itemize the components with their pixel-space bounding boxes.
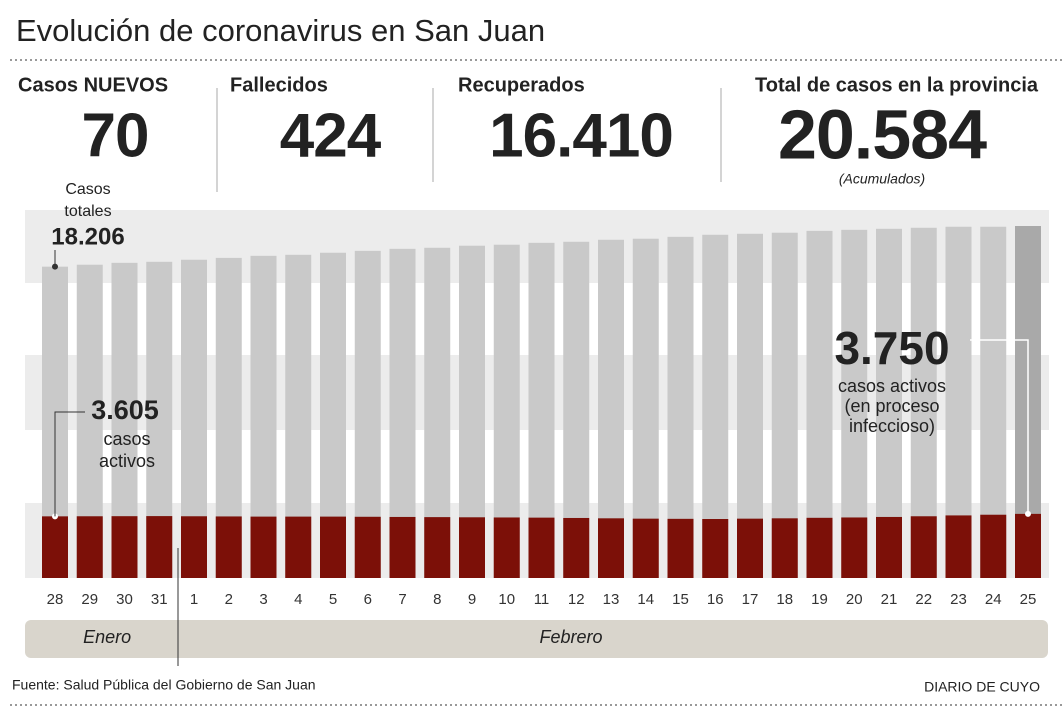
x-tick-label: 5 (329, 591, 337, 608)
month-label: Enero (83, 627, 131, 647)
x-tick-label: 17 (742, 591, 759, 608)
bar (181, 516, 207, 578)
x-tick-label: 19 (811, 591, 828, 608)
bar (146, 516, 173, 578)
x-tick-label: 29 (81, 591, 98, 608)
annotation: casos activos (838, 376, 946, 396)
annotation: casos (103, 429, 150, 449)
x-tick-label: 2 (225, 591, 233, 608)
x-tick-label: 14 (637, 591, 654, 608)
stat-label: Fallecidos (230, 74, 328, 96)
annotation: infeccioso) (849, 416, 935, 436)
x-tick-label: 10 (498, 591, 515, 608)
stat-label: Total de casos en la provincia (755, 74, 1039, 96)
x-tick-label: 7 (398, 591, 406, 608)
stat-value: 16.410 (489, 101, 673, 170)
data-label: 3.605 (91, 395, 159, 425)
bar (528, 517, 555, 578)
x-tick-label: 3 (259, 591, 267, 608)
bar (285, 516, 312, 578)
x-tick-label: 13 (603, 591, 620, 608)
leader (970, 339, 1029, 514)
x-tick-label: 20 (846, 591, 863, 608)
annotation: activos (99, 451, 155, 471)
bar (806, 517, 833, 578)
x-tick-label: 15 (672, 591, 689, 608)
bar (910, 516, 937, 578)
x-tick-label: 4 (294, 591, 302, 608)
bar (250, 516, 277, 578)
x-tick-label: 30 (116, 591, 133, 608)
x-tick-label: 22 (915, 591, 932, 608)
bar (771, 518, 798, 578)
bar (354, 516, 381, 578)
x-tick-label: 21 (881, 591, 898, 608)
data-label: 18.206 (51, 223, 124, 250)
month-band (25, 620, 1048, 658)
x-tick-label: 8 (433, 591, 441, 608)
x-tick-label: 18 (776, 591, 793, 608)
title: Evolución de coronavirus en San Juan (16, 13, 545, 48)
bar (320, 516, 346, 578)
x-tick-label: 24 (985, 591, 1002, 608)
x-tick-label: 9 (468, 591, 476, 608)
brand: DIARIO DE CUYO (924, 679, 1040, 695)
bar (632, 518, 659, 578)
bar (215, 516, 242, 578)
bar (737, 518, 763, 578)
bar (876, 516, 902, 578)
x-tick-label: 31 (151, 591, 168, 608)
bar (389, 516, 416, 578)
stat-label: Recuperados (458, 74, 585, 96)
bar (598, 518, 624, 578)
source: Fuente: Salud Pública del Gobierno de Sa… (12, 677, 316, 693)
stat-value: 424 (280, 101, 382, 170)
bar (424, 517, 451, 578)
x-tick-label: 16 (707, 591, 724, 608)
bar (76, 516, 103, 578)
annotation: Casos (65, 181, 110, 198)
bar (1015, 513, 1041, 578)
bar (702, 519, 729, 578)
bar (42, 516, 68, 578)
bar (493, 517, 520, 578)
annotation: totales (64, 203, 111, 220)
x-tick-label: 28 (47, 591, 64, 608)
annotation: (en proceso (844, 396, 939, 416)
bar (945, 515, 972, 578)
stat-note: (Acumulados) (839, 171, 925, 187)
x-tick-label: 25 (1020, 591, 1037, 608)
x-tick-label: 12 (568, 591, 585, 608)
stat-value: 20.584 (778, 95, 987, 173)
x-tick-label: 23 (950, 591, 967, 608)
x-tick-label: 1 (190, 591, 198, 608)
stat-label: Casos NUEVOS (18, 74, 168, 96)
bar (111, 516, 138, 578)
x-tick-label: 6 (364, 591, 372, 608)
bar (563, 517, 590, 578)
leader (54, 411, 85, 517)
month-label: Febrero (539, 627, 602, 647)
bar (841, 517, 868, 578)
bar (667, 518, 694, 578)
bar (980, 514, 1007, 578)
data-label: 3.750 (834, 322, 949, 374)
x-tick-label: 11 (534, 591, 550, 608)
stat-value: 70 (82, 101, 149, 170)
bar (459, 517, 485, 578)
